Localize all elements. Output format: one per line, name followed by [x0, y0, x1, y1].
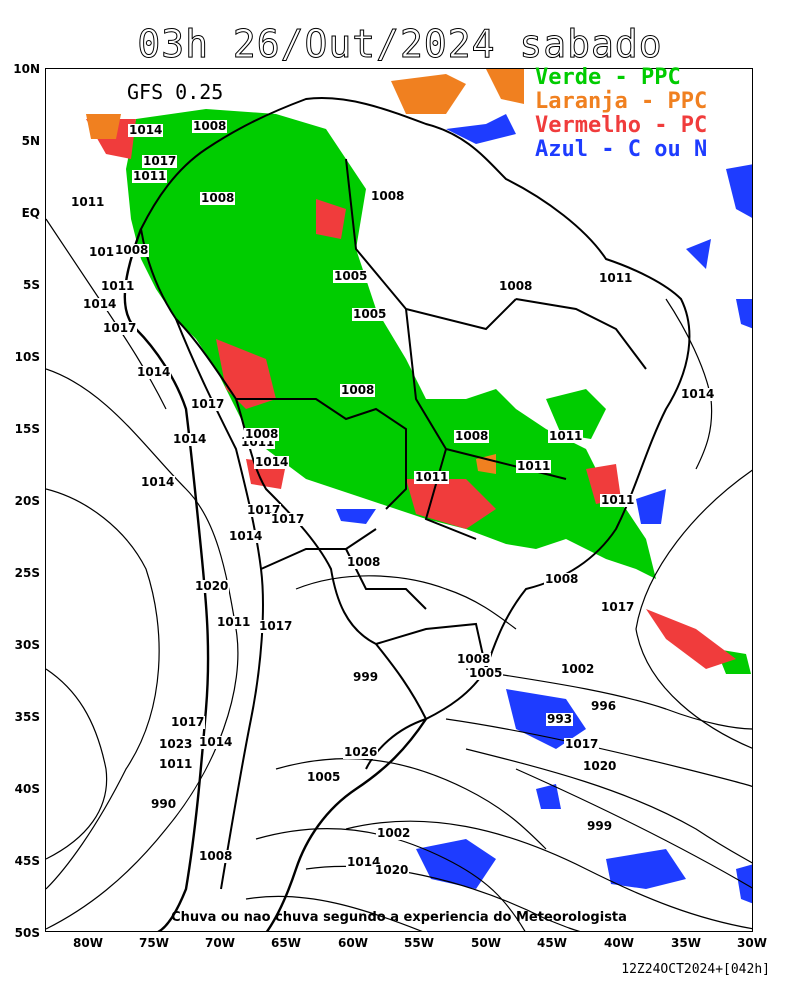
isobar-label: 1008 [340, 383, 376, 397]
isobar-label: 1017 [170, 715, 206, 729]
isobar-label: 1011 [70, 195, 106, 209]
lon-tick-30w: 30W [737, 936, 767, 950]
isobar-label: 1014 [198, 735, 234, 749]
isobar-label: 1014 [82, 297, 118, 311]
isobar-label: 1014 [346, 855, 382, 869]
isobar-label: 1005 [333, 269, 369, 283]
isobar-label: 1008 [498, 279, 534, 293]
isobar-label: 1002 [560, 662, 596, 676]
isobar-label: 1011 [598, 271, 634, 285]
map-title: 03h 26/Out/2024 sabado [137, 22, 663, 67]
political-borders [139, 97, 691, 890]
lon-tick-75w: 75W [139, 936, 169, 950]
isobar-label: 1002 [376, 826, 412, 840]
lat-tick-5s: 5S [23, 278, 40, 292]
lat-tick-40s: 40S [14, 782, 40, 796]
model-label: GFS 0.25 [125, 80, 226, 104]
lat-tick-20s: 20S [14, 494, 40, 508]
isobar-label: 1020 [374, 863, 410, 877]
lat-tick-30s: 30S [14, 638, 40, 652]
isobar-label: 1005 [352, 307, 388, 321]
isobar-label: 1017 [258, 619, 294, 633]
isobar-label: 990 [150, 797, 178, 811]
isobar-label: 1008 [192, 119, 228, 133]
isobar-label: 1011 [414, 470, 450, 484]
lon-tick-60w: 60W [338, 936, 368, 950]
isobar-label: 1014 [172, 432, 208, 446]
isobar-label: 1017 [190, 397, 226, 411]
lat-tick-15s: 15S [14, 422, 40, 436]
lon-tick-55w: 55W [404, 936, 434, 950]
legend-red: Vermelho - PC [535, 113, 708, 138]
lat-tick-35s: 35S [14, 710, 40, 724]
lat-tick-10n: 10N [13, 62, 40, 76]
isobar-label: 1005 [468, 666, 504, 680]
legend: Verde - PPC Laranja - PPC Vermelho - PC … [535, 66, 707, 162]
lon-tick-40w: 40W [604, 936, 634, 950]
lon-tick-45w: 45W [537, 936, 567, 950]
isobar-label: 1017 [600, 600, 636, 614]
isobar-label: 1008 [198, 849, 234, 863]
lat-tick-25s: 25S [14, 566, 40, 580]
lat-tick-10s: 10S [14, 350, 40, 364]
isobar-label: 1014 [680, 387, 716, 401]
isobar-label: 1005 [306, 770, 342, 784]
isobar-label: 999 [352, 670, 380, 684]
lat-tick-45s: 45S [14, 854, 40, 868]
isobar-label: 1017 [142, 154, 178, 168]
isobar-label: 1017 [102, 321, 138, 335]
isobar-label: 1026 [343, 745, 379, 759]
lon-tick-50w: 50W [471, 936, 501, 950]
isobar-label: 1014 [228, 529, 264, 543]
isobar-label: 1017 [270, 512, 306, 526]
isobar-label: 1011 [548, 429, 584, 443]
isobar-label: 1014 [136, 365, 172, 379]
isobar-label: 1008 [454, 429, 490, 443]
map-caption: Chuva ou nao chuva segundo a experiencia… [171, 910, 627, 925]
isobar-label: 1014 [254, 455, 290, 469]
isobar-label: 1008 [114, 243, 150, 257]
isobar-label: 1014 [140, 475, 176, 489]
isobar-label: 1011 [158, 757, 194, 771]
legend-blue: Azul - C ou N [535, 137, 708, 162]
isobar-label: 1017 [564, 737, 600, 751]
isobar-label: 1011 [516, 459, 552, 473]
lon-tick-70w: 70W [205, 936, 235, 950]
run-info-footer: 12Z24OCT2024+[042h] [621, 962, 770, 977]
isobar-label: 1011 [100, 279, 136, 293]
isobar-label: 1008 [244, 427, 280, 441]
isobar-label: 1020 [582, 759, 618, 773]
isobar-label: 1014 [128, 123, 164, 137]
lat-tick-50s: 50S [14, 926, 40, 940]
legend-orange: Laranja - PPC [535, 89, 708, 114]
isobar-label: 996 [590, 699, 618, 713]
lon-tick-65w: 65W [271, 936, 301, 950]
isobar-label: 1020 [194, 579, 230, 593]
legend-green: Verde - PPC [535, 65, 681, 90]
isobar-label: 1008 [370, 189, 406, 203]
lat-tick-5n: 5N [21, 134, 40, 148]
isobar-label: 1008 [200, 191, 236, 205]
isobar-label: 1011 [600, 493, 636, 507]
isobar-label: 1011 [132, 169, 168, 183]
isobar-label: 1008 [346, 555, 382, 569]
lat-tick-eq: EQ [21, 206, 40, 220]
isobars [46, 218, 752, 931]
lon-tick-35w: 35W [671, 936, 701, 950]
isobar-label: 999 [586, 819, 614, 833]
isobar-label: 1008 [456, 652, 492, 666]
isobar-label: 1011 [216, 615, 252, 629]
lon-tick-80w: 80W [73, 936, 103, 950]
isobar-label: 993 [546, 712, 574, 726]
orange-ppc-areas [86, 69, 524, 474]
isobar-label: 1023 [158, 737, 194, 751]
isobar-label: 1008 [544, 572, 580, 586]
